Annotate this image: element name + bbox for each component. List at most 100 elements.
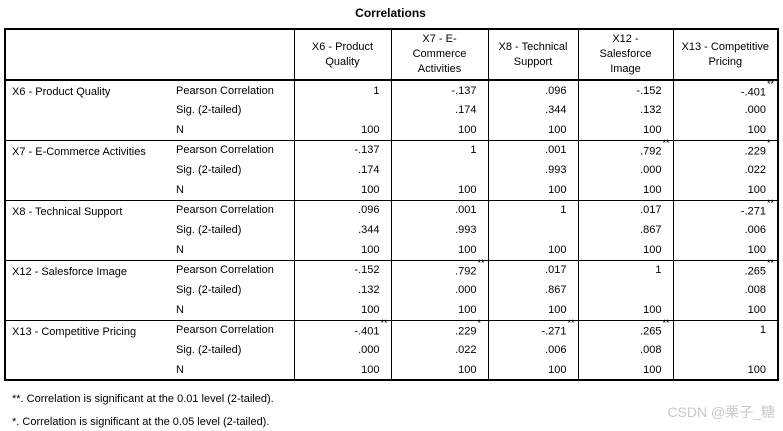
row-block-x12: X12 - Salesforce Image Pearson Correlati…	[5, 258, 778, 320]
sig-cell	[672, 340, 778, 360]
sig-cell	[577, 280, 673, 300]
pearson-cell: .792**	[390, 258, 488, 280]
n-cell: 100	[390, 300, 488, 320]
pearson-value: 1	[470, 144, 477, 157]
stat-label: Sig. (2-tailed)	[176, 164, 242, 176]
pearson-value: 1	[759, 324, 766, 337]
column-header-x8: X8 - Technical Support	[487, 29, 578, 81]
pearson-value: -.401	[740, 86, 766, 99]
n-cell: 100	[577, 360, 673, 380]
pearson-cell: .265**	[672, 258, 778, 280]
column-header-x7: X7 - E-Commerce Activities	[390, 29, 488, 81]
n-cell: 100	[390, 180, 488, 200]
pearson-cell: -.401**	[293, 318, 391, 340]
pearson-value: .229	[455, 326, 477, 339]
pearson-value: -.271	[740, 206, 766, 219]
sig-cell: .022	[672, 160, 778, 180]
stat-label: Pearson Correlation	[176, 84, 274, 97]
n-cell: 100	[293, 120, 391, 140]
sig-cell	[390, 160, 488, 180]
sig-cell: .006	[672, 220, 778, 240]
pearson-value: -.271	[541, 326, 567, 339]
pearson-value: .265	[640, 326, 662, 339]
n-cell: 100	[293, 300, 391, 320]
stat-label: N	[176, 183, 184, 196]
row-label: X6 - Product Quality	[12, 86, 111, 98]
pearson-cell: .017	[487, 260, 578, 280]
pearson-cell: .001	[487, 140, 578, 160]
sig-cell: .008	[577, 340, 673, 360]
pearson-cell: -.401**	[672, 79, 778, 100]
sig-cell: .132	[293, 280, 391, 300]
n-cell: 100	[487, 180, 578, 200]
sig-cell: .344	[293, 220, 391, 240]
n-cell: 100	[577, 300, 673, 320]
n-cell: 100	[672, 120, 778, 140]
row-label: X13 - Competitive Pricing	[12, 325, 137, 338]
pearson-value: -.152	[636, 84, 662, 97]
sig-row: Sig. (2-tailed) .174 .993 .000 .022	[5, 160, 778, 180]
stat-label: N	[176, 303, 184, 316]
pearson-value: .792	[455, 266, 477, 279]
sig-row: Sig. (2-tailed) .000 .022 .006 .008	[5, 340, 778, 360]
row-label: X8 - Technical Support	[12, 205, 123, 218]
column-header-x13: X13 - Competitive Pricing	[672, 29, 778, 81]
n-cell: 100	[577, 120, 673, 140]
sig-cell: .993	[487, 160, 578, 180]
pearson-row: X13 - Competitive Pricing Pearson Correl…	[5, 318, 778, 340]
n-cell: 100	[487, 300, 578, 320]
pearson-value: 1	[655, 264, 662, 277]
sig-cell: .000	[390, 280, 488, 300]
pearson-value: .096	[545, 84, 567, 97]
row-block-x13: X13 - Competitive Pricing Pearson Correl…	[5, 318, 778, 380]
pearson-value: .229	[744, 146, 766, 159]
pearson-cell: .096	[487, 80, 578, 100]
n-cell: 100	[672, 360, 778, 380]
n-cell: 100	[487, 240, 578, 260]
n-row: N 100 100 100 100 100	[5, 180, 778, 200]
pearson-cell: -.137	[293, 140, 391, 160]
pearson-cell: -.271**	[672, 198, 778, 220]
sig-cell: .993	[390, 220, 488, 240]
stat-label: Pearson Correlation	[176, 144, 274, 157]
pearson-row: X6 - Product Quality Pearson Correlation…	[5, 79, 778, 100]
pearson-value: .265	[744, 266, 766, 279]
stat-label: N	[176, 123, 184, 136]
pearson-cell: .096	[293, 200, 391, 220]
pearson-cell: -.271**	[487, 318, 578, 340]
header-corner-cell	[5, 29, 294, 81]
n-cell: 100	[390, 360, 488, 380]
sig-cell: .000	[577, 160, 673, 180]
pearson-value: .096	[358, 204, 380, 217]
pearson-cell: 1	[293, 80, 391, 100]
sig-cell: .174	[390, 100, 488, 120]
pearson-value: -.137	[451, 84, 477, 97]
n-cell: 100	[390, 240, 488, 260]
n-cell: 100	[672, 240, 778, 260]
n-cell: 100	[293, 240, 391, 260]
stat-label: Pearson Correlation	[176, 204, 274, 217]
sig-cell: .000	[672, 100, 778, 120]
n-cell: 100	[293, 360, 391, 380]
sig-cell: .008	[672, 280, 778, 300]
pearson-cell: .229*	[672, 138, 778, 160]
pearson-row: X12 - Salesforce Image Pearson Correlati…	[5, 258, 778, 280]
pearson-cell: 1	[577, 260, 673, 280]
n-cell: 100	[487, 120, 578, 140]
pearson-value: -.137	[354, 144, 380, 157]
stat-label: N	[176, 243, 184, 256]
pearson-value: .017	[545, 264, 567, 277]
pearson-value: .001	[545, 144, 567, 157]
pearson-cell: 1	[390, 140, 488, 160]
column-header-x6: X6 - Product Quality	[293, 29, 391, 81]
stat-label: Sig. (2-tailed)	[176, 284, 242, 296]
stat-label: Pearson Correlation	[176, 264, 274, 277]
stat-label: Sig. (2-tailed)	[176, 104, 242, 116]
sig-cell	[293, 100, 391, 120]
footnote-01-level: **. Correlation is significant at the 0.…	[12, 393, 274, 405]
pearson-cell: 1	[487, 200, 578, 220]
row-block-x6: X6 - Product Quality Pearson Correlation…	[5, 79, 778, 140]
table-header: X6 - Product Quality X7 - E-Commerce Act…	[5, 29, 778, 81]
watermark: CSDN @栗子_糖	[667, 404, 775, 420]
pearson-value: 1	[373, 84, 380, 97]
